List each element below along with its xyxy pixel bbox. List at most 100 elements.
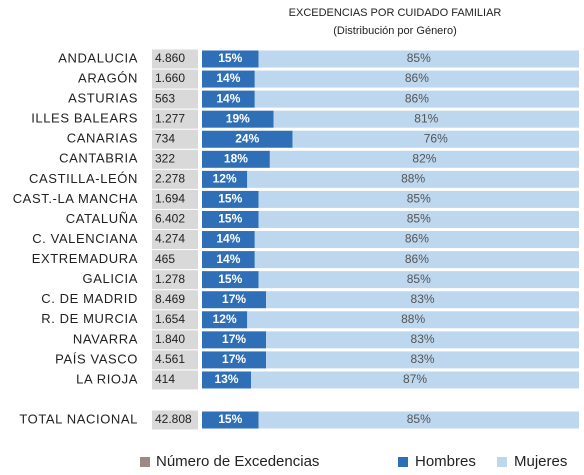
- category-label: CATALUÑA: [66, 211, 138, 226]
- bar-segment: [202, 371, 252, 389]
- value-label: 86%: [405, 71, 429, 85]
- category-label: CASTILLA-LEÓN: [29, 171, 138, 186]
- category-label: ILLES BALEARS: [31, 111, 138, 126]
- count-cell: [152, 350, 198, 370]
- value-label: 88%: [401, 172, 425, 186]
- category-label: R. DE MURCIA: [41, 311, 138, 326]
- value-label: 85%: [407, 412, 431, 426]
- value-label: 15%: [218, 192, 242, 206]
- value-label: 19%: [226, 111, 250, 125]
- legend-label: Hombres: [415, 453, 476, 470]
- count-label: 1.840: [155, 332, 185, 346]
- count-cell: [152, 290, 198, 310]
- value-label: 82%: [412, 151, 436, 165]
- bar-segment: [269, 150, 579, 168]
- count-label: 42.808: [155, 412, 192, 426]
- count-cell: [152, 230, 198, 250]
- count-cell: [152, 49, 198, 69]
- count-cell: [152, 109, 198, 129]
- category-label: TOTAL NACIONAL: [19, 411, 138, 426]
- category-label: EXTREMADURA: [32, 251, 138, 266]
- count-cell: [152, 209, 198, 229]
- value-label: 85%: [407, 272, 431, 286]
- bar-segment: [202, 251, 255, 269]
- bar-segment: [202, 331, 267, 349]
- value-label: 85%: [407, 51, 431, 65]
- bar-segment: [202, 351, 267, 369]
- count-label: 1.660: [155, 71, 185, 85]
- bar-segment: [258, 210, 579, 228]
- value-label: 86%: [405, 252, 429, 266]
- bar-segment: [202, 70, 255, 88]
- count-label: 6.402: [155, 212, 185, 226]
- category-label: LA RIOJA: [76, 371, 138, 386]
- category-label: NAVARRA: [73, 331, 138, 346]
- bar-segment: [266, 351, 579, 369]
- bar-segment: [258, 411, 579, 429]
- count-label: 4.860: [155, 51, 185, 65]
- bar-segment: [254, 231, 579, 249]
- bar-segment: [202, 190, 259, 208]
- count-cell: [152, 310, 198, 330]
- category-label: CANTABRIA: [59, 151, 138, 166]
- count-cell: [152, 410, 198, 430]
- category-label: ASTURIAS: [68, 91, 138, 106]
- count-label: 4.561: [155, 352, 185, 366]
- value-label: 83%: [411, 332, 435, 346]
- value-label: 85%: [407, 212, 431, 226]
- value-label: 15%: [218, 212, 242, 226]
- value-label: 86%: [405, 232, 429, 246]
- legend-label: Mujeres: [514, 453, 567, 470]
- value-label: 83%: [411, 352, 435, 366]
- count-cell: [152, 169, 198, 189]
- count-label: 563: [155, 91, 175, 105]
- bar-segment: [202, 110, 274, 128]
- count-label: 414: [155, 372, 175, 386]
- value-label: 14%: [216, 71, 240, 85]
- legend-swatch: [497, 457, 507, 467]
- value-label: 12%: [213, 172, 237, 186]
- count-label: 2.278: [155, 172, 185, 186]
- count-label: 8.469: [155, 292, 185, 306]
- bar-segment: [247, 170, 580, 188]
- category-label: PAÍS VASCO: [55, 351, 138, 366]
- category-label: GALICIA: [83, 271, 139, 286]
- count-cell: [152, 129, 198, 149]
- count-label: 734: [155, 131, 175, 145]
- bar-segment: [273, 110, 579, 128]
- category-label: ARAGÓN: [78, 70, 138, 85]
- value-label: 24%: [235, 131, 259, 145]
- bar-segment: [254, 70, 579, 88]
- bar-segment: [258, 190, 579, 208]
- bar-segment: [202, 90, 255, 108]
- value-label: 86%: [405, 91, 429, 105]
- bar-segment: [202, 311, 248, 329]
- category-label: CANARIAS: [67, 131, 138, 146]
- count-label: 465: [155, 252, 175, 266]
- value-label: 15%: [218, 51, 242, 65]
- bar-segment: [202, 271, 259, 289]
- value-label: 76%: [424, 131, 448, 145]
- bar-segment: [254, 251, 579, 269]
- bar-segment: [202, 411, 259, 429]
- category-label: C. VALENCIANA: [32, 231, 138, 246]
- category-label: C. DE MADRID: [41, 291, 138, 306]
- bar-segment: [247, 311, 580, 329]
- category-label: ANDALUCIA: [58, 50, 138, 65]
- count-cell: [152, 370, 198, 390]
- legend-label: Número de Excedencias: [156, 453, 319, 470]
- count-label: 1.278: [155, 272, 185, 286]
- value-label: 14%: [216, 232, 240, 246]
- value-label: 14%: [216, 252, 240, 266]
- bar-segment: [202, 170, 248, 188]
- value-label: 17%: [222, 332, 246, 346]
- value-label: 12%: [213, 312, 237, 326]
- value-label: 83%: [411, 292, 435, 306]
- value-label: 17%: [222, 352, 246, 366]
- value-label: 85%: [407, 192, 431, 206]
- count-label: 1.654: [155, 312, 185, 326]
- bar-segment: [292, 130, 579, 148]
- value-label: 14%: [216, 91, 240, 105]
- bar-segment: [202, 130, 293, 148]
